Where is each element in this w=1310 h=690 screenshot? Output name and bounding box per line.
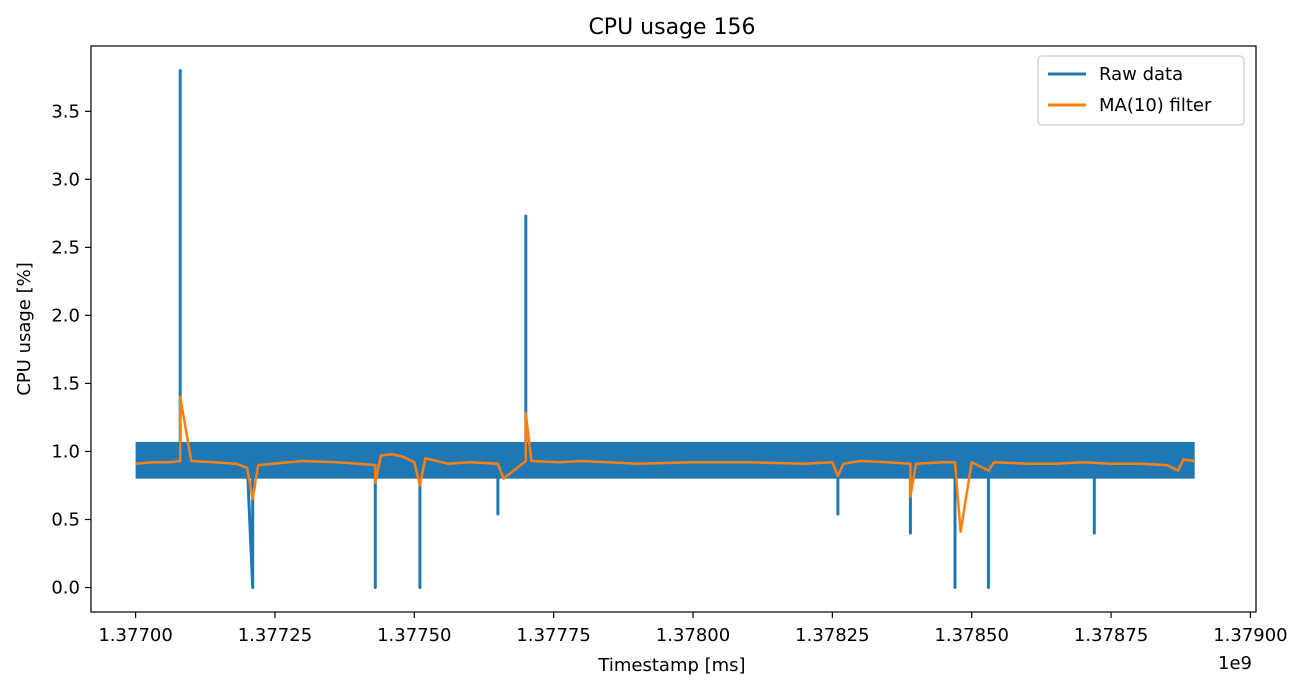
x-tick-label: 1.37725: [238, 625, 312, 646]
y-axis-label: CPU usage [%]: [14, 262, 35, 396]
axes: 1.37700 1.37725 1.37750 1.37775 1.37800 1.378…: [51, 45, 1288, 646]
plot-area: [135, 69, 1195, 589]
legend-label: Raw data: [1099, 64, 1183, 85]
x-tick-label: 1.37700: [98, 625, 172, 646]
x-tick-label: 1.37750: [377, 625, 451, 646]
y-tick-label: 2.5: [51, 237, 80, 258]
x-tick-label: 1.37775: [516, 625, 590, 646]
series-line-ma-filter: [135, 395, 1195, 533]
x-tick-label: 1.37825: [795, 625, 869, 646]
y-tick-label: 0.0: [51, 578, 80, 599]
x-tick-label: 1.37850: [934, 625, 1008, 646]
y-tick-label: 1.5: [51, 373, 80, 394]
x-axis-label: Timestamp [ms]: [597, 655, 745, 676]
y-tick-label: 1.0: [51, 441, 80, 462]
y-tick-label: 0.5: [51, 509, 80, 530]
x-tick-label: 1.37875: [1074, 625, 1148, 646]
legend: Raw data MA(10) filter: [1037, 55, 1245, 126]
legend-label: MA(10) filter: [1099, 95, 1212, 116]
x-offset-label: 1e9: [1218, 653, 1252, 674]
series-line-raw-data: [135, 69, 1195, 589]
x-tick-label: 1.37900: [1213, 625, 1287, 646]
y-tick-label: 2.0: [51, 305, 80, 326]
y-tick-label: 3.5: [51, 101, 80, 122]
y-tick-label: 3.0: [51, 169, 80, 190]
x-tick-label: 1.37800: [656, 625, 730, 646]
chart-title: CPU usage 156: [588, 15, 755, 40]
plot-frame: [90, 45, 1257, 613]
legend-box: [1037, 55, 1245, 126]
